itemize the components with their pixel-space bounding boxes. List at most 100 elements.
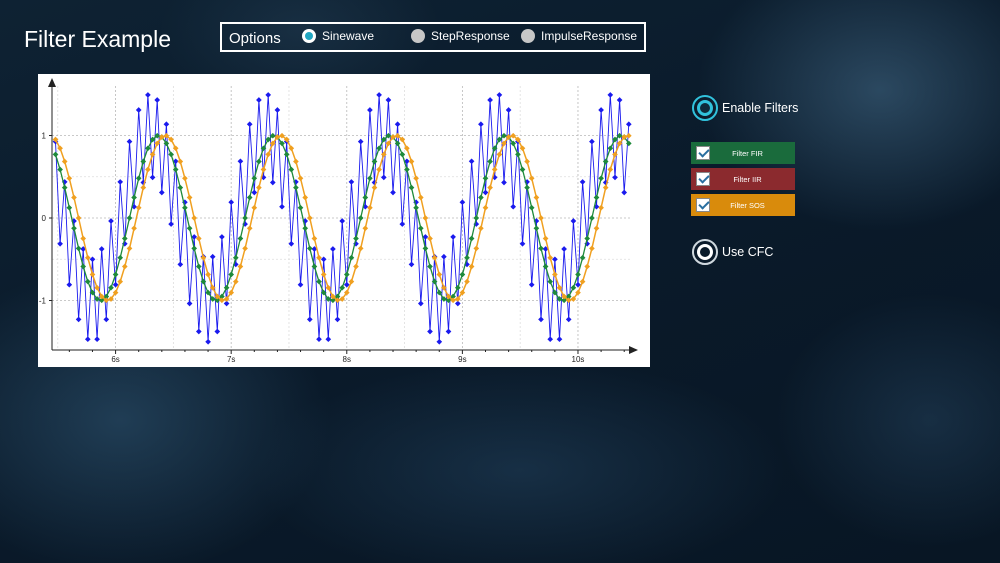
filtered-fir-point: [436, 289, 443, 296]
filtered-sos-point: [242, 245, 248, 252]
filtered-fir-point: [182, 204, 188, 211]
raw-signal-point: [579, 179, 586, 185]
x-tick-label: 6s: [111, 355, 119, 364]
raw-signal-point: [552, 256, 558, 263]
radio-sinewave[interactable]: Sinewave: [302, 29, 374, 43]
filtered-sos-point: [385, 140, 392, 147]
filtered-sos-point: [191, 215, 198, 221]
filtered-sos-point: [293, 158, 299, 165]
raw-signal-point: [209, 253, 216, 260]
raw-signal-point: [126, 138, 133, 145]
filtered-sos-point: [117, 278, 124, 285]
filtered-fir-point: [441, 296, 447, 302]
filtered-sos-point: [362, 225, 369, 232]
raw-signal-point: [195, 328, 202, 335]
filtered-sos-point: [246, 225, 253, 232]
filter-sos-button[interactable]: Filter SOS: [691, 194, 795, 216]
filtered-sos-point: [177, 158, 184, 165]
filtered-fir-point: [616, 132, 623, 139]
raw-signal-point: [108, 218, 114, 224]
toggle-on-icon: [692, 95, 718, 121]
filtered-sos-point: [283, 136, 290, 143]
filtered-fir-point: [427, 263, 433, 270]
filtered-fir-point: [602, 158, 609, 165]
filtered-sos-point: [427, 235, 433, 242]
filtered-fir-point: [145, 145, 151, 152]
radio-label-stepresponse: StepResponse: [431, 29, 510, 43]
filtered-fir-point: [108, 284, 114, 291]
filtered-sos-point: [625, 132, 632, 139]
raw-signal-point: [223, 300, 230, 307]
filtered-fir-point: [625, 140, 632, 147]
raw-signal-point: [66, 281, 73, 288]
raw-signal-point: [487, 97, 493, 103]
filtered-sos-point: [491, 166, 498, 173]
raw-signal-point: [538, 316, 544, 323]
filtered-sos-point: [108, 296, 114, 302]
filtered-fir-point: [570, 284, 577, 291]
raw-signal-point: [112, 281, 119, 288]
raw-signal-point: [570, 218, 577, 224]
enable-filters-toggle[interactable]: Enable Filters: [692, 95, 798, 121]
filtered-fir-point: [256, 158, 262, 165]
radio-impulseresponse[interactable]: ImpulseResponse: [521, 29, 637, 43]
filter-iir-label: Filter IIR: [733, 174, 762, 184]
filtered-sos-point: [302, 194, 309, 201]
filtered-fir-point: [468, 235, 475, 242]
filtered-fir-point: [302, 225, 309, 232]
filtered-fir-point: [112, 271, 119, 278]
raw-signal-point: [57, 240, 63, 247]
signal-chart[interactable]: 1 0 -1 6s 7s 8s 9s 10s: [38, 74, 650, 367]
x-tick-label: 7s: [227, 355, 235, 364]
filtered-fir-point: [228, 271, 235, 278]
filtered-fir-point: [237, 235, 244, 242]
filter-fir-button[interactable]: Filter FIR: [691, 142, 795, 164]
filtered-fir-point: [464, 254, 470, 261]
use-cfc-toggle[interactable]: Use CFC: [692, 239, 773, 265]
filtered-fir-point: [584, 235, 591, 242]
filtered-fir-point: [371, 158, 378, 165]
filtered-fir-point: [232, 254, 239, 261]
filtered-fir-point: [168, 151, 174, 158]
filtered-sos-point: [524, 158, 530, 165]
filtered-sos-point: [131, 225, 137, 232]
filtered-fir-point: [552, 289, 558, 296]
filter-iir-button[interactable]: Filter IIR: [691, 168, 795, 190]
raw-signal-point: [450, 234, 456, 240]
filtered-fir-point: [293, 184, 299, 191]
toggle-off-icon: [692, 239, 718, 265]
filtered-sos-point: [121, 263, 128, 270]
raw-signal-point: [482, 189, 489, 196]
filtered-fir-point: [376, 145, 382, 152]
raw-signal-point: [575, 281, 581, 288]
filtered-fir-point: [288, 166, 295, 173]
filtered-fir-point: [561, 297, 567, 304]
filtered-fir-point: [357, 215, 364, 221]
filtered-fir-point: [75, 245, 82, 252]
raw-signal-point: [510, 203, 517, 210]
filtered-sos-point: [367, 204, 373, 211]
filtered-sos-point: [265, 151, 272, 158]
raw-signal-point: [478, 121, 484, 128]
filtered-sos-point: [371, 184, 378, 191]
filtered-sos-point: [579, 278, 586, 285]
raw-signal-point: [565, 316, 572, 323]
raw-signal-point: [598, 107, 604, 113]
filtered-fir-point: [172, 166, 179, 173]
filtered-sos-point: [214, 293, 221, 300]
radio-label-sinewave: Sinewave: [322, 29, 375, 43]
raw-signal-point: [607, 92, 614, 98]
filtered-fir-point: [126, 215, 133, 221]
filtered-fir-point: [223, 284, 230, 291]
use-cfc-label: Use CFC: [722, 245, 774, 259]
filtered-fir-point: [306, 245, 313, 252]
filtered-fir-point: [538, 245, 544, 252]
filtered-fir-point: [528, 204, 535, 211]
filtered-sos-point: [584, 263, 591, 270]
filtered-sos-point: [441, 284, 447, 291]
filtered-sos-point: [334, 297, 341, 304]
raw-signal-point: [528, 281, 535, 288]
radio-stepresponse[interactable]: StepResponse: [411, 29, 510, 43]
filtered-sos-point: [482, 204, 489, 211]
filtered-sos-point: [598, 204, 604, 211]
